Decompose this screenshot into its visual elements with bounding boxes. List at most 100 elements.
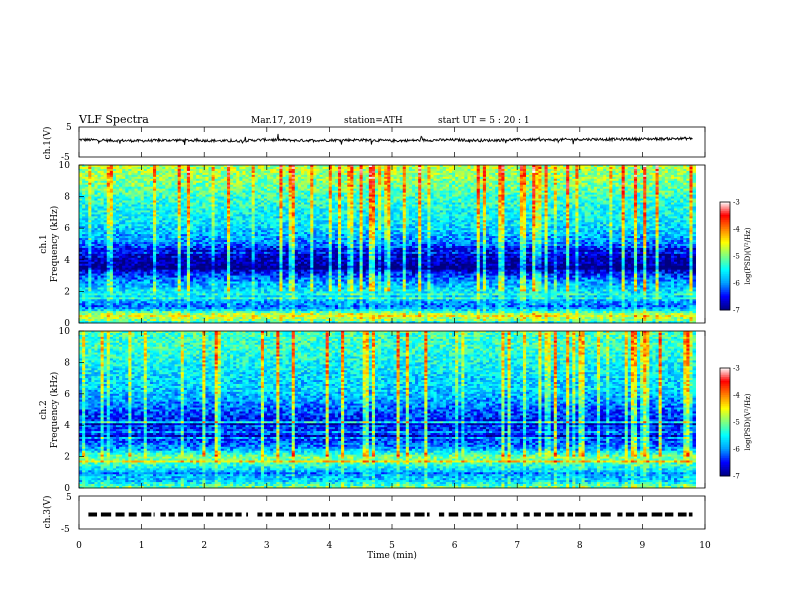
ch3-trace-segment <box>487 513 496 517</box>
ch3-trace-segment <box>246 513 248 517</box>
ch3-trace-segment <box>289 513 296 517</box>
ch3-trace-segment <box>678 513 687 517</box>
figure-title: VLF Spectra <box>78 113 149 126</box>
ch3-trace-segment <box>534 513 541 517</box>
freq-tick-label: 10 <box>59 161 71 171</box>
ch3-trace-segment <box>192 513 203 517</box>
ch3-trace-segment <box>575 513 586 517</box>
colorbar-tick-label: -3 <box>733 199 740 207</box>
x-tick-label: 10 <box>699 541 711 551</box>
ch1-spec-ylabel-channel: ch.1 <box>39 234 49 253</box>
ch3-trace-segment <box>652 513 663 517</box>
freq-tick-label: 6 <box>64 390 70 400</box>
ch3-waveform-trace <box>88 513 692 517</box>
ch3-trace-segment <box>225 513 232 517</box>
ch3-trace-segment <box>169 513 175 517</box>
x-tick-label: 6 <box>452 541 458 551</box>
ch3-trace-segment <box>474 513 483 517</box>
ch3-trace-segment <box>88 513 97 517</box>
ch3-trace-segment <box>312 513 319 517</box>
ch3-trace-segment <box>154 513 155 517</box>
ch3-ylabel: ch.3(V) <box>42 496 53 529</box>
date-label: Mar.17, 2019 <box>251 116 312 126</box>
ch1-spectrogram-image <box>79 165 696 323</box>
ch3-trace-segment <box>665 513 673 517</box>
ch3-trace-segment <box>257 513 262 517</box>
ch3-trace-segment <box>689 513 693 517</box>
ch3-trace-segment <box>545 513 554 517</box>
ch3-trace-segment <box>276 513 284 517</box>
ch3-ytick-bottom: -5 <box>61 525 70 535</box>
ch3-trace-segment <box>330 513 335 517</box>
ch3-ytick-top: 5 <box>66 493 72 503</box>
ch1-ytick-top: 5 <box>66 123 72 133</box>
colorbar-tick-label: -7 <box>733 307 740 315</box>
freq-tick-label: 8 <box>64 193 70 203</box>
ch2-spec-ylabel-channel: ch.2 <box>39 400 49 419</box>
x-tick-label: 1 <box>139 541 145 551</box>
x-axis: 0 1 2 3 4 5 6 7 8 9 10 <box>76 541 711 551</box>
ch3-trace-segment <box>567 513 573 517</box>
x-tick-label: 8 <box>577 541 583 551</box>
start-ut-label: start UT = 5 : 20 : 1 <box>438 116 530 126</box>
ch3-trace-segment <box>101 513 111 517</box>
ch2-spec-ylabel-freq: Frequency (kHz) <box>49 372 60 449</box>
ch3-waveform-panel: 5 -5 ch.3(V) <box>42 493 705 535</box>
colorbar-tick-label: -5 <box>733 253 740 261</box>
ch3-trace-segment <box>371 513 382 517</box>
ch3-trace-segment <box>385 513 395 517</box>
x-tick-label: 4 <box>327 541 333 551</box>
ch1-spec-ylabel-freq: Frequency (kHz) <box>49 206 60 283</box>
freq-tick-label: 8 <box>64 358 70 368</box>
ch3-trace-segment <box>363 513 368 517</box>
ch3-trace-segment <box>511 513 518 517</box>
colorbar-tick-label: -6 <box>733 446 740 454</box>
freq-tick-label: 10 <box>59 327 71 337</box>
ch3-trace-segment <box>601 513 611 517</box>
colorbar-tick-label: -5 <box>733 419 740 427</box>
ch3-trace-segment <box>638 513 647 517</box>
ch3-trace-segment <box>463 513 471 517</box>
ch3-trace-segment <box>626 513 634 517</box>
ch3-trace-segment <box>141 513 151 517</box>
ch3-trace-segment <box>523 513 529 517</box>
x-tick-label: 2 <box>201 541 207 551</box>
x-tick-label: 9 <box>640 541 646 551</box>
ch3-trace-segment <box>400 513 410 517</box>
ch3-trace-segment <box>439 513 444 517</box>
colorbar-label: log(PSD)(V²/Hz) <box>744 227 752 284</box>
ch3-trace-segment <box>590 513 597 517</box>
station-label: station=ATH <box>344 116 403 126</box>
ch3-trace-segment <box>206 513 213 517</box>
ch3-trace-segment <box>116 513 125 517</box>
ch1-ylabel: ch.1(V) <box>42 127 53 160</box>
ch3-trace-segment <box>557 513 564 517</box>
x-tick-label: 5 <box>389 541 395 551</box>
ch3-trace-segment <box>414 513 424 517</box>
x-tick-label: 7 <box>514 541 520 551</box>
freq-tick-label: 6 <box>64 224 70 234</box>
freq-tick-label: 4 <box>64 256 70 266</box>
ch1-waveform-trace <box>79 134 692 145</box>
colorbar-tick-label: -3 <box>733 365 740 373</box>
colorbar-tick-label: -4 <box>733 392 740 400</box>
ch3-trace-segment <box>321 513 328 517</box>
ch3-trace-segment <box>427 513 430 517</box>
ch3-trace-segment <box>217 513 222 517</box>
x-tick-label: 3 <box>264 541 270 551</box>
ch3-trace-segment <box>342 513 349 517</box>
ch1-waveform-panel: 5 -5 ch.1(V) <box>42 123 705 163</box>
colorbar-tick-label: -7 <box>733 473 740 481</box>
ch3-trace-segment <box>129 513 137 517</box>
ch1-colorbar: -3 -4 -5 -6 -7 log(PSD)(V²/Hz) <box>720 199 752 315</box>
freq-tick-label: 2 <box>64 287 70 297</box>
ch3-trace-segment <box>299 513 309 517</box>
colorbar-tick-label: -4 <box>733 226 740 234</box>
freq-tick-label: 4 <box>64 421 70 431</box>
ch3-trace-segment <box>501 513 506 517</box>
colorbar-tick-label: -6 <box>733 280 740 288</box>
